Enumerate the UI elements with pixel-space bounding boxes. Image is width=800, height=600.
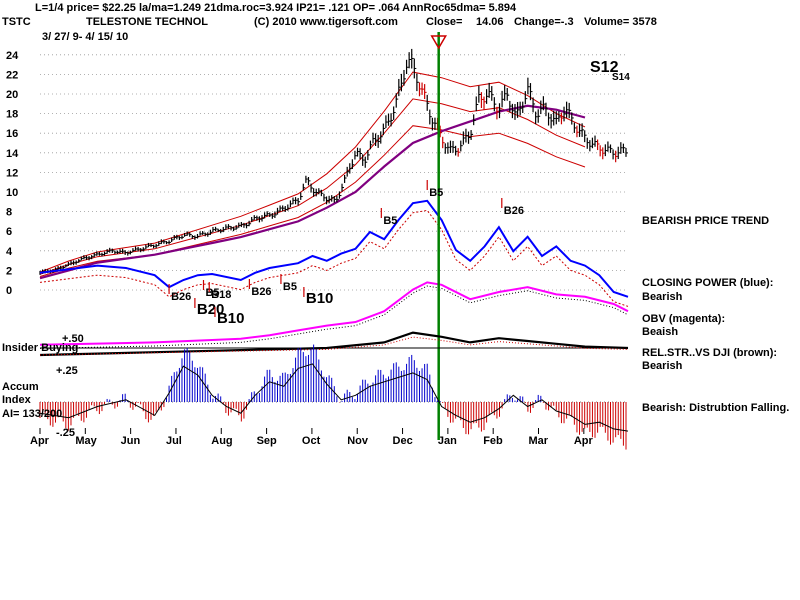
closing-power-label: CLOSING POWER (blue):: [642, 277, 773, 289]
y-tick-label: 0: [6, 285, 12, 297]
closing-power-value: Bearish: [642, 291, 683, 303]
x-tick-label: Feb: [483, 435, 503, 447]
y-tick-label: 6: [6, 226, 12, 238]
buy-signal-label: B20: [197, 301, 225, 318]
ai-label: AI= 133/200: [2, 408, 62, 420]
x-tick-label: Mar: [529, 435, 549, 447]
accum-label-1: Accum: [2, 381, 39, 393]
x-tick-label: Apr: [574, 435, 594, 447]
y-tick-label: 14: [6, 148, 19, 160]
x-tick-label: Jul: [166, 435, 182, 447]
x-tick-label: Aug: [211, 435, 232, 447]
volume: Volume= 3578: [584, 16, 657, 28]
sell-signal-s14: S14: [612, 72, 630, 83]
date-range: 3/ 27/ 9- 4/ 15/ 10: [42, 31, 128, 43]
x-tick-label: Jun: [121, 435, 141, 447]
close-label: Close=: [426, 16, 462, 28]
obv-ma: [39, 285, 629, 349]
relstr-value: Bearish: [642, 360, 683, 372]
obv-line: [39, 281, 629, 346]
obv-label: OBV (magenta):: [642, 313, 725, 325]
sell-signal-s12: S12: [590, 59, 619, 76]
relstr-layer: [39, 331, 629, 357]
symbol: TSTC: [2, 16, 31, 28]
y-tick-label: 24: [6, 50, 19, 62]
accum-note: Bearish: Distrubtion Falling.: [642, 402, 789, 414]
buy-signal-label: B18: [211, 289, 231, 301]
x-tick-label: Nov: [347, 435, 369, 447]
obv-value: Beaish: [642, 326, 678, 338]
buy-signal-label: B26: [171, 291, 191, 303]
copyright: (C) 2010 www.tigersoft.com: [254, 16, 398, 28]
change: Change=-.3: [514, 16, 574, 28]
x-tick-label: Apr: [30, 435, 50, 447]
y-tick-label: 18: [6, 109, 18, 121]
moving-averages: [39, 71, 586, 280]
minus25-label: -.25: [56, 427, 75, 439]
x-tick-label: Sep: [257, 435, 277, 447]
close-value: 14.06: [476, 16, 504, 28]
relstr-label: REL.STR..VS DJI (brown):: [642, 347, 777, 359]
ma-65: [39, 104, 586, 280]
x-tick-label: Dec: [393, 435, 413, 447]
y-tick-label: 4: [6, 246, 13, 258]
sell-arrow: [430, 35, 447, 50]
plus50-label: +.50: [62, 333, 84, 345]
y-tick-label: 20: [6, 89, 18, 101]
x-tick-label: Oct: [302, 435, 321, 447]
obv-layer: [39, 281, 629, 349]
buy-signal-label: B5: [429, 187, 443, 199]
buy-signal-label: B26: [504, 205, 524, 217]
y-tick-label: 10: [6, 187, 18, 199]
x-axis-labels: Apr May Jun Jul Aug Sep Oct Nov Dec Jan Feb Mar Apr: [30, 428, 593, 447]
y-tick-label: 8: [6, 207, 12, 219]
relstr-line: [39, 331, 629, 357]
plus25-label: +.25: [56, 365, 78, 377]
closing-power-layer: [39, 199, 629, 307]
y-tick-label: 16: [6, 128, 18, 140]
buy-signal-label: B10: [306, 290, 334, 307]
header-line1: L=1/4 price= $22.25 la/ma=1.249 21dma.ro…: [35, 2, 517, 14]
accum-index: [39, 344, 629, 450]
buy-signal-label: B26: [251, 286, 271, 298]
y-tick-label: 22: [6, 69, 18, 81]
closing-power-ma: [39, 209, 629, 307]
accum-label-2: Index: [2, 394, 32, 406]
x-tick-label: Jan: [438, 435, 457, 447]
x-tick-label: May: [75, 435, 97, 447]
upper-band: [39, 71, 586, 273]
accum-ma: [39, 363, 629, 432]
company-name: TELESTONE TECHNOL: [86, 16, 208, 28]
buy-signal-label: B5: [283, 281, 297, 293]
closing-power-line: [39, 199, 629, 298]
buy-signal-label: B10: [217, 310, 245, 327]
price-bars: [39, 48, 628, 275]
y-tick-label: 2: [6, 265, 12, 277]
buy-signal-label: B5: [383, 215, 397, 227]
y-tick-label: 12: [6, 167, 18, 179]
insider-label: Insider Buying: [2, 342, 78, 354]
price-trend-note: BEARISH PRICE TREND: [642, 215, 769, 227]
